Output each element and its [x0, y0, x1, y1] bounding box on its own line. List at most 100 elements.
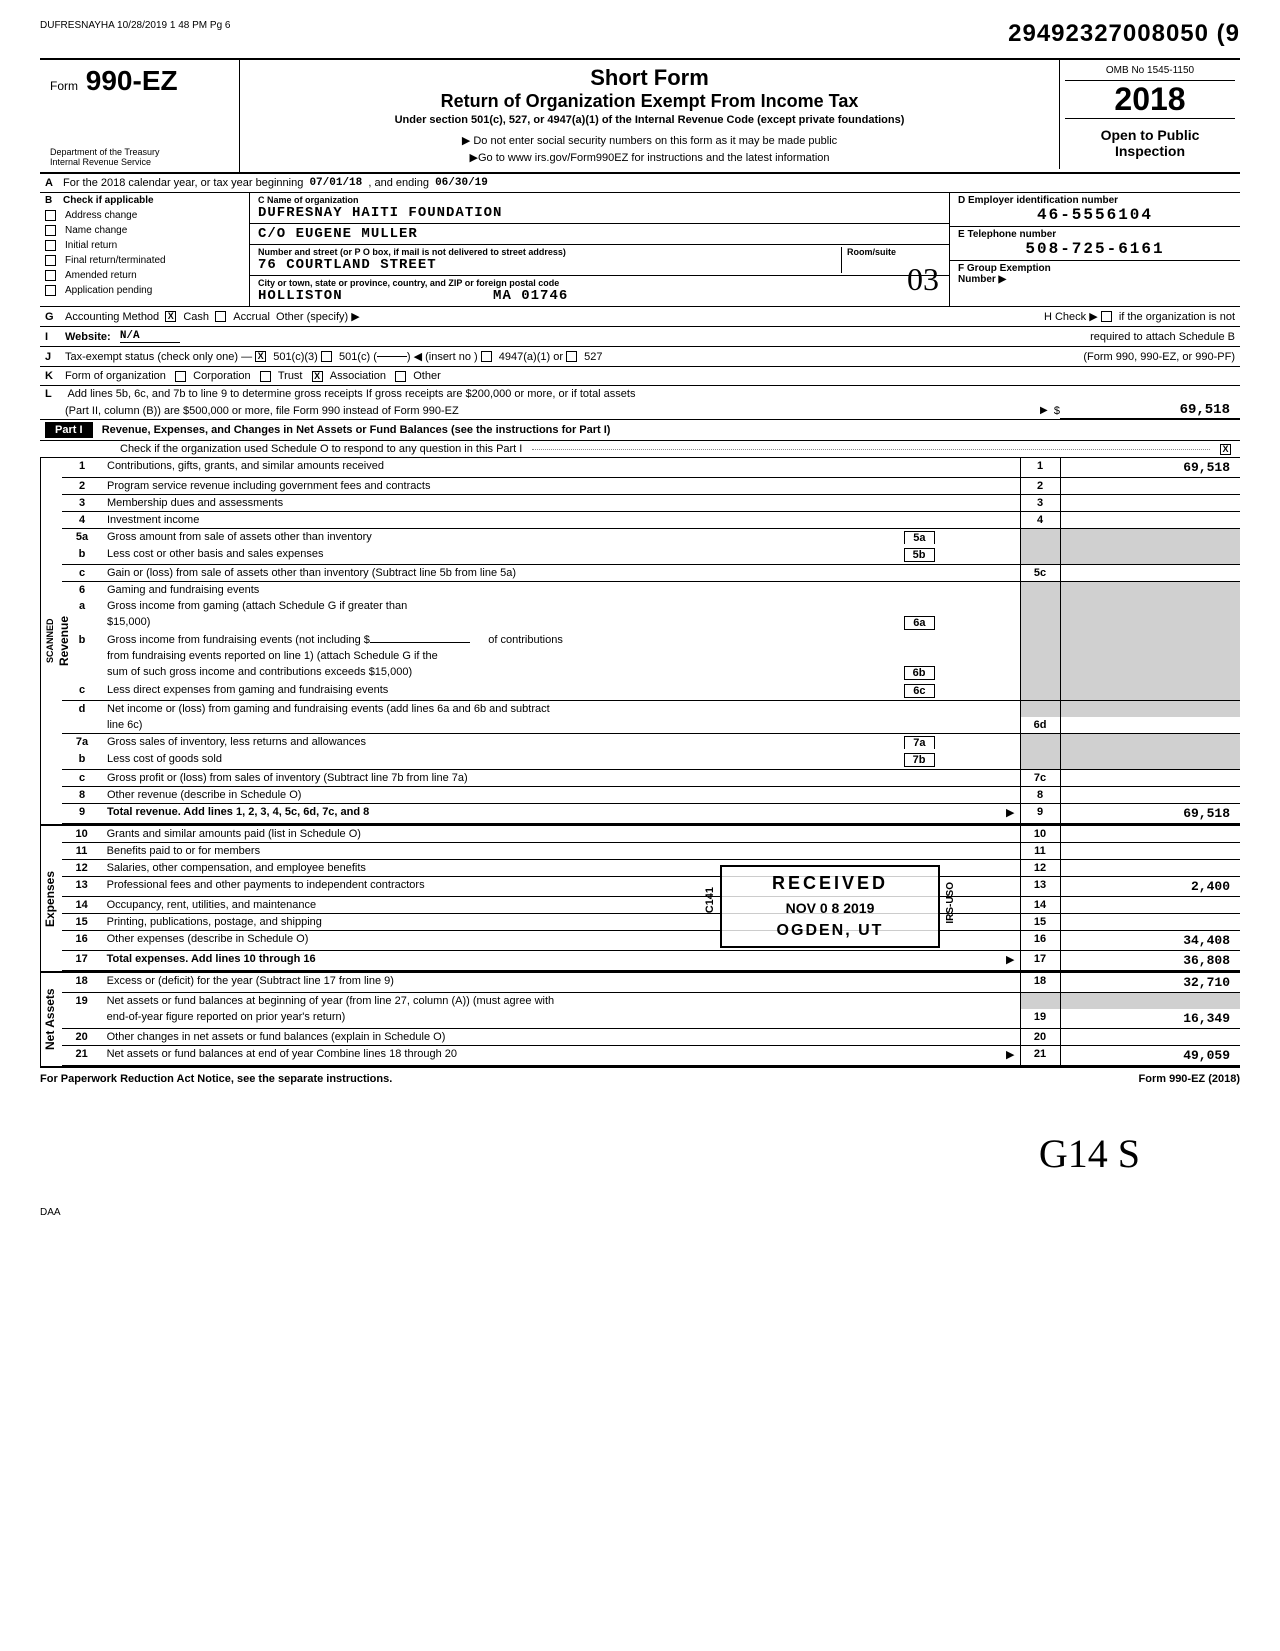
line-20: 20Other changes in net assets or fund ba…: [62, 1029, 1240, 1046]
line-6b: bGross income from fundraising events (n…: [62, 632, 1240, 648]
phone: 508-725-6161: [958, 240, 1232, 258]
received-stamp: RECEIVED NOV 0 8 2019 OGDEN, UT C141 IRS…: [720, 865, 940, 948]
line-15: 15Printing, publications, postage, and s…: [62, 914, 1240, 931]
page-footer: For Paperwork Reduction Act Notice, see …: [40, 1068, 1240, 1090]
chk-name-change[interactable]: Name change: [40, 223, 249, 238]
col-d-numbers: D Employer identification number 46-5556…: [950, 193, 1240, 306]
line-6d: dNet income or (loss) from gaming and fu…: [62, 701, 1240, 718]
row-a-tax-year: A For the 2018 calendar year, or tax yea…: [40, 174, 1240, 193]
side-revenue: SCANNEDRevenue: [40, 458, 73, 824]
line-11: 11Benefits paid to or for members11: [62, 843, 1240, 860]
line-12: 12Salaries, other compensation, and empl…: [62, 860, 1240, 877]
footer-right: Form 990-EZ (2018): [1139, 1073, 1240, 1085]
line-18: 18Excess or (deficit) for the year (Subt…: [62, 973, 1240, 993]
line-4: 4Investment income4: [62, 512, 1240, 529]
tax-year: 2018: [1065, 81, 1235, 119]
chk-address-change[interactable]: Address change: [40, 208, 249, 223]
org-name: DUFRESNAY HAITI FOUNDATION: [258, 205, 941, 221]
website: N/A: [120, 330, 180, 343]
chk-trust[interactable]: [260, 371, 271, 382]
chk-initial-return[interactable]: Initial return: [40, 238, 249, 253]
side-expenses: Expenses: [40, 826, 59, 971]
line-5b: bLess cost or other basis and sales expe…: [62, 546, 1240, 565]
chk-sched-b[interactable]: [1101, 311, 1112, 322]
org-street: 76 COURTLAND STREET: [258, 257, 841, 273]
chk-assoc[interactable]: X: [312, 371, 323, 382]
omb-number: OMB No 1545-1150: [1065, 65, 1235, 81]
line-21: 21Net assets or fund balances at end of …: [62, 1046, 1240, 1066]
line-5a: 5aGross amount from sale of assets other…: [62, 529, 1240, 547]
line-17: 17Total expenses. Add lines 10 through 1…: [62, 951, 1240, 971]
line-2: 2Program service revenue including gover…: [62, 478, 1240, 495]
chk-application-pending[interactable]: Application pending: [40, 283, 249, 298]
chk-other-form[interactable]: [395, 371, 406, 382]
line-5c: cGain or (loss) from sale of assets othe…: [62, 565, 1240, 582]
row-i: I Website: N/A required to attach Schedu…: [40, 327, 1240, 347]
chk-501c3[interactable]: X: [255, 351, 266, 362]
col-c-org-info: C Name of organization DUFRESNAY HAITI F…: [250, 193, 950, 306]
page-header: DUFRESNAYHA 10/28/2019 1 48 PM Pg 6 2949…: [40, 20, 1240, 48]
part-1-header: Part I Revenue, Expenses, and Changes in…: [40, 420, 1240, 441]
section-bcd: BCheck if applicable Address change Name…: [40, 193, 1240, 307]
chk-501c[interactable]: [321, 351, 332, 362]
form-title-2: Return of Organization Exempt From Incom…: [255, 91, 1044, 112]
chk-amended-return[interactable]: Amended return: [40, 268, 249, 283]
ein: 46-5556104: [958, 206, 1232, 224]
dept-treasury: Department of the Treasury: [50, 147, 229, 157]
line-6: 6Gaming and fundraising events: [62, 582, 1240, 599]
form-subtitle: Under section 501(c), 527, or 4947(a)(1)…: [255, 114, 1044, 126]
chk-accrual[interactable]: [215, 311, 226, 322]
handwritten-03: 03: [907, 261, 939, 298]
ssn-warning: ▶ Do not enter social security numbers o…: [255, 134, 1044, 147]
line-1: 1Contributions, gifts, grants, and simil…: [62, 458, 1240, 478]
form-number: Form 990-EZ: [50, 65, 229, 97]
form-header: Form 990-EZ Department of the Treasury I…: [40, 58, 1240, 174]
line-13: 13Professional fees and other payments t…: [62, 877, 1240, 897]
line-6c: cLess direct expenses from gaming and fu…: [62, 682, 1240, 701]
footer-left: For Paperwork Reduction Act Notice, see …: [40, 1073, 392, 1085]
revenue-table: 1Contributions, gifts, grants, and simil…: [62, 458, 1240, 824]
chk-4947[interactable]: [481, 351, 492, 362]
chk-schedule-o[interactable]: X: [1220, 444, 1231, 455]
tax-year-end: 06/30/19: [435, 177, 488, 189]
tracking-number: 29492327008050 (9: [1008, 20, 1240, 48]
line-7c: cGross profit or (loss) from sales of in…: [62, 770, 1240, 787]
line-10: 10Grants and similar amounts paid (list …: [62, 826, 1240, 843]
part1-revenue-section: SCANNEDRevenue 1Contributions, gifts, gr…: [40, 458, 1240, 826]
org-city: HOLLISTON MA 01746: [258, 288, 941, 304]
org-co: C/O EUGENE MULLER: [258, 226, 941, 242]
row-g: G Accounting Method X Cash Accrual Other…: [40, 307, 1240, 327]
part1-expenses-section: Expenses 10Grants and similar amounts pa…: [40, 826, 1240, 973]
line-19: 19Net assets or fund balances at beginni…: [62, 993, 1240, 1010]
row-j: J Tax-exempt status (check only one) — X…: [40, 347, 1240, 367]
line-8: 8Other revenue (describe in Schedule O)8: [62, 787, 1240, 804]
doc-reference: DUFRESNAYHA 10/28/2019 1 48 PM Pg 6: [40, 20, 230, 31]
side-netassets: Net Assets: [40, 973, 59, 1066]
netassets-table: 18Excess or (deficit) for the year (Subt…: [62, 973, 1240, 1066]
line-3: 3Membership dues and assessments3: [62, 495, 1240, 512]
chk-corp[interactable]: [175, 371, 186, 382]
dept-irs: Internal Revenue Service: [50, 157, 229, 167]
line-14: 14Occupancy, rent, utilities, and mainte…: [62, 897, 1240, 914]
col-b-checkboxes: BCheck if applicable Address change Name…: [40, 193, 250, 306]
open-public: Open to Public Inspection: [1065, 127, 1235, 159]
chk-527[interactable]: [566, 351, 577, 362]
line-7a: 7aGross sales of inventory, less returns…: [62, 734, 1240, 752]
chk-final-return[interactable]: Final return/terminated: [40, 253, 249, 268]
handwritten-note: G14 S: [40, 1130, 1240, 1177]
line-7b: bLess cost of goods sold7b: [62, 751, 1240, 770]
daa-mark: DAA: [40, 1207, 1240, 1218]
form-title-1: Short Form: [255, 65, 1044, 91]
line-16: 16Other expenses (describe in Schedule O…: [62, 931, 1240, 951]
chk-cash[interactable]: X: [165, 311, 176, 322]
tax-year-begin: 07/01/18: [309, 177, 362, 189]
gross-receipts-amt: 69,518: [1060, 402, 1240, 419]
line-9: 9Total revenue. Add lines 1, 2, 3, 4, 5c…: [62, 804, 1240, 824]
goto-link: ▶Go to www irs.gov/Form990EZ for instruc…: [255, 151, 1044, 164]
part-1-check: Check if the organization used Schedule …: [40, 441, 1240, 458]
expenses-table: 10Grants and similar amounts paid (list …: [62, 826, 1240, 971]
row-k: K Form of organization Corporation Trust…: [40, 367, 1240, 386]
gross-receipts: (Part II, column (B)) are $500,000 or mo…: [40, 402, 1240, 420]
row-l: L Add lines 5b, 6c, and 7b to line 9 to …: [40, 386, 1240, 402]
part1-netassets-section: Net Assets 18Excess or (deficit) for the…: [40, 973, 1240, 1068]
